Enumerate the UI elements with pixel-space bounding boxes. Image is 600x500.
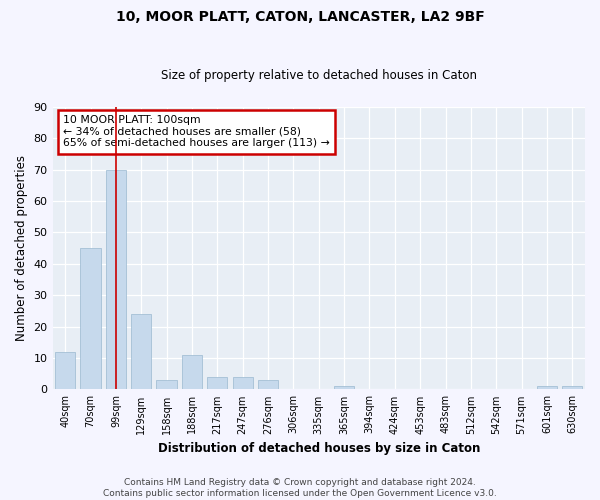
- Text: 10, MOOR PLATT, CATON, LANCASTER, LA2 9BF: 10, MOOR PLATT, CATON, LANCASTER, LA2 9B…: [116, 10, 484, 24]
- Bar: [55, 352, 76, 390]
- Bar: [106, 170, 126, 390]
- Bar: [182, 355, 202, 390]
- Bar: [233, 377, 253, 390]
- Bar: [157, 380, 177, 390]
- Bar: [562, 386, 583, 390]
- Bar: [131, 314, 151, 390]
- Bar: [80, 248, 101, 390]
- X-axis label: Distribution of detached houses by size in Caton: Distribution of detached houses by size …: [158, 442, 480, 455]
- Title: Size of property relative to detached houses in Caton: Size of property relative to detached ho…: [161, 69, 477, 82]
- Bar: [207, 377, 227, 390]
- Bar: [334, 386, 354, 390]
- Text: Contains HM Land Registry data © Crown copyright and database right 2024.
Contai: Contains HM Land Registry data © Crown c…: [103, 478, 497, 498]
- Bar: [537, 386, 557, 390]
- Y-axis label: Number of detached properties: Number of detached properties: [15, 155, 28, 341]
- Text: 10 MOOR PLATT: 100sqm
← 34% of detached houses are smaller (58)
65% of semi-deta: 10 MOOR PLATT: 100sqm ← 34% of detached …: [63, 116, 330, 148]
- Bar: [258, 380, 278, 390]
